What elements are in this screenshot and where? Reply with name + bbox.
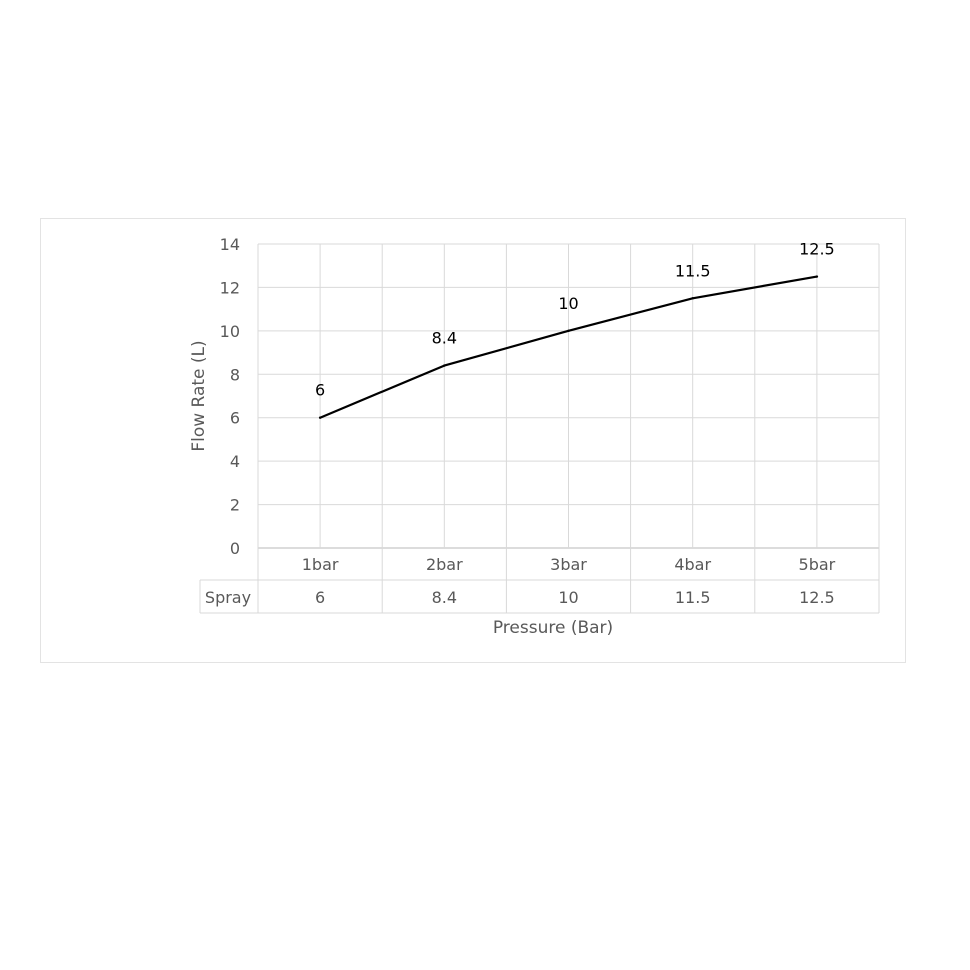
y-axis-label: Flow Rate (L) xyxy=(189,340,209,451)
x-axis-label: Pressure (Bar) xyxy=(493,618,613,638)
data-point xyxy=(567,329,570,333)
y-tick-label: 6 xyxy=(230,409,240,428)
y-tick-label: 10 xyxy=(220,322,240,341)
y-tick-label: 8 xyxy=(230,365,240,384)
y-tick-label: 12 xyxy=(220,278,240,297)
data-point xyxy=(443,364,446,367)
x-tick-label: 5bar xyxy=(799,555,836,574)
table-series-name: Spray xyxy=(205,588,251,607)
table-value: 11.5 xyxy=(675,588,711,607)
table-value: 6 xyxy=(315,588,325,607)
data-label: 10 xyxy=(558,294,578,313)
y-tick-label: 4 xyxy=(230,452,240,471)
data-point xyxy=(691,297,694,300)
chart-frame xyxy=(40,218,906,663)
y-tick-label: 0 xyxy=(230,539,240,558)
x-tick-label: 3bar xyxy=(550,555,587,574)
y-tick-label: 14 xyxy=(220,235,240,254)
table-value: 8.4 xyxy=(432,588,457,607)
table-value: 12.5 xyxy=(799,588,835,607)
data-label: 12.5 xyxy=(799,240,835,259)
y-tick-label: 2 xyxy=(230,496,240,515)
data-label: 11.5 xyxy=(675,261,711,280)
data-label: 8.4 xyxy=(432,329,457,348)
data-label: 6 xyxy=(315,381,325,400)
x-tick-label: 1bar xyxy=(302,555,339,574)
x-tick-label: 2bar xyxy=(426,555,463,574)
data-point xyxy=(318,416,322,419)
x-tick-label: 4bar xyxy=(674,555,711,574)
data-point xyxy=(815,275,819,278)
table-value: 10 xyxy=(558,588,578,607)
